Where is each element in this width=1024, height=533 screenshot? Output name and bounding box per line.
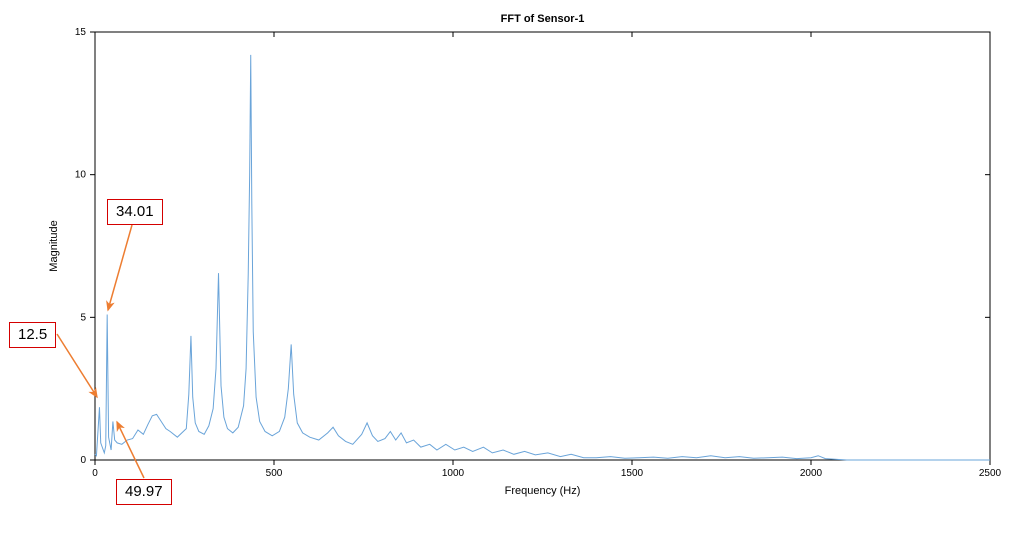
y-tick-label: 0 xyxy=(80,455,86,466)
y-tick-label: 10 xyxy=(75,170,87,181)
y-tick-label: 5 xyxy=(80,312,86,323)
y-axis-label: Magnitude xyxy=(48,220,60,271)
annotation-box: 12.5 xyxy=(9,322,56,348)
y-tick-label: 15 xyxy=(75,27,87,38)
chart-svg: 0 500 1000 1500 2000 2500 0 5 10 15 FFT of Sensor-… xyxy=(0,0,1024,533)
chart-title: FFT of Sensor-1 xyxy=(501,13,585,25)
x-tick-label: 2500 xyxy=(979,468,1002,479)
x-tick-label: 500 xyxy=(266,468,283,479)
x-tick-label: 1000 xyxy=(442,468,465,479)
annotation-box: 49.97 xyxy=(116,479,172,505)
x-tick-label: 0 xyxy=(92,468,98,479)
annotation-box: 34.01 xyxy=(107,199,163,225)
fft-chart: 0 500 1000 1500 2000 2500 0 5 10 15 FFT of Sensor-… xyxy=(0,0,1024,533)
x-tick-label: 2000 xyxy=(800,468,823,479)
x-tick-label: 1500 xyxy=(621,468,644,479)
x-axis-label: Frequency (Hz) xyxy=(505,485,581,497)
